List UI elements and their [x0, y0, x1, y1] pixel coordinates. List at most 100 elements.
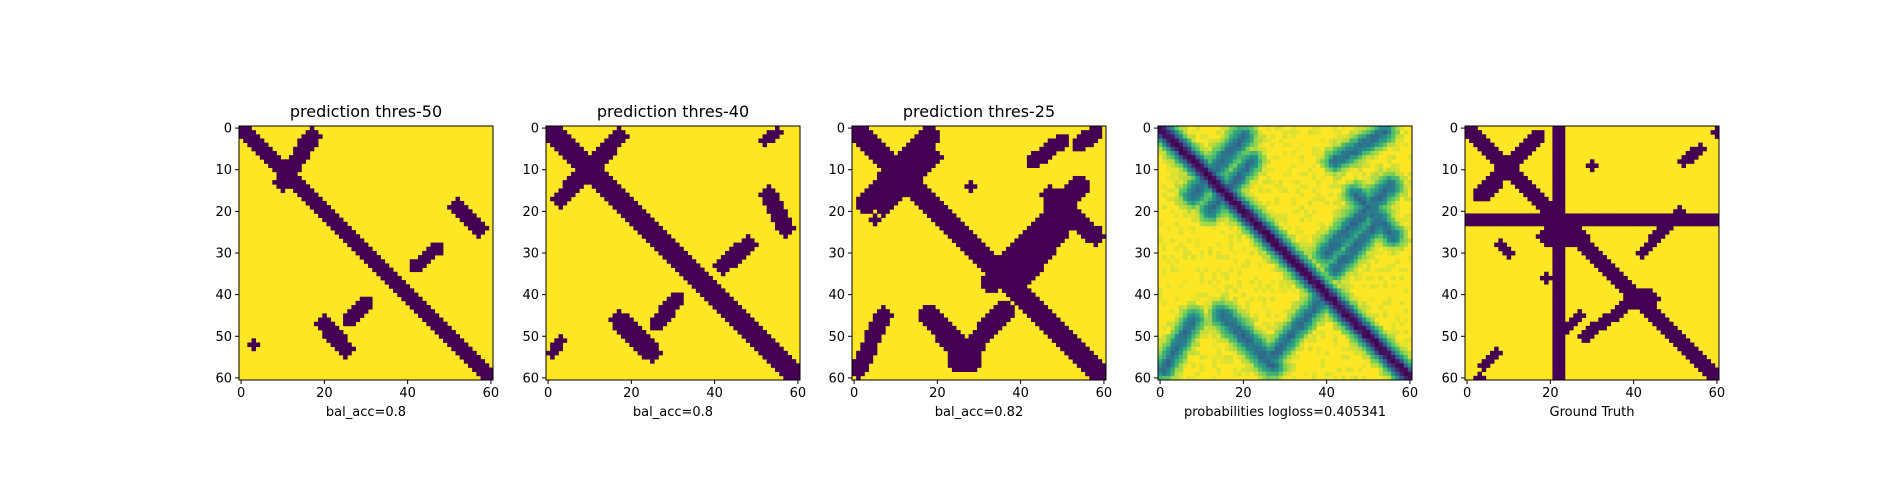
- heatmap-cell: [1072, 192, 1078, 198]
- heatmap-cell: [1212, 334, 1217, 339]
- heatmap-cell: [1357, 221, 1363, 227]
- heatmap-cell: [1357, 250, 1363, 256]
- heatmap-cell: [1068, 188, 1074, 193]
- heatmap-cell: [1291, 250, 1296, 256]
- heatmap-cell: [1081, 175, 1086, 181]
- heatmap-cell: [1266, 259, 1271, 264]
- heatmap-cell: [384, 275, 390, 281]
- heatmap-cell: [1245, 300, 1250, 306]
- heatmap-cell: [1328, 155, 1334, 160]
- heatmap-cell: [1047, 321, 1053, 327]
- heatmap-cell: [284, 167, 290, 173]
- heatmap-cell: [1324, 171, 1330, 177]
- heatmap-cell: [985, 259, 990, 264]
- heatmap-cell: [725, 313, 730, 318]
- heatmap-cell: [935, 138, 940, 143]
- heatmap-cell: [1035, 267, 1040, 273]
- heatmap-cell: [1278, 363, 1284, 368]
- heatmap-cell: [1320, 284, 1325, 289]
- heatmap-cell: [1395, 130, 1400, 135]
- heatmap-cell: [591, 159, 597, 164]
- heatmap-cell: [650, 338, 655, 343]
- heatmap-cell: [918, 188, 924, 193]
- heatmap-cell: [1270, 350, 1275, 356]
- heatmap-cell: [1357, 217, 1363, 223]
- heatmap-cell: [451, 330, 456, 335]
- heatmap-cell: [737, 325, 743, 331]
- heatmap-cell: [1220, 205, 1225, 210]
- heatmap-cell: [641, 330, 647, 335]
- heatmap-cell: [1187, 338, 1192, 343]
- heatmap-cell: [1245, 371, 1250, 377]
- heatmap-cell: [1395, 180, 1400, 185]
- heatmap-cell: [1357, 155, 1363, 160]
- heatmap-cell: [1253, 209, 1259, 214]
- heatmap-cell: [737, 313, 743, 318]
- heatmap-cell: [1399, 300, 1405, 306]
- heatmap-cell: [1362, 363, 1367, 368]
- heatmap-cell: [1552, 138, 1557, 143]
- heatmap-cell: [1295, 209, 1300, 214]
- heatmap-cell: [931, 325, 936, 331]
- heatmap-cell: [1174, 350, 1180, 356]
- heatmap-cell: [1341, 126, 1346, 131]
- heatmap-cell: [1391, 367, 1396, 373]
- heatmap-cell: [1332, 242, 1338, 248]
- heatmap-cell: [1395, 163, 1400, 168]
- heatmap-cell: [658, 309, 663, 314]
- heatmap-cell: [1287, 325, 1292, 331]
- heatmap-cell: [964, 367, 969, 373]
- heatmap-cell: [334, 330, 340, 335]
- heatmap-cell: [1262, 255, 1267, 260]
- heatmap-cell: [1166, 150, 1171, 156]
- heatmap-cell: [1178, 159, 1184, 164]
- heatmap-cell: [762, 330, 768, 335]
- heatmap-cell: [943, 346, 949, 352]
- heatmap-cell: [1249, 146, 1255, 152]
- heatmap-cell: [897, 180, 903, 185]
- heatmap-cell: [1362, 134, 1367, 139]
- heatmap-cell: [1278, 213, 1284, 218]
- heatmap-cell: [712, 292, 718, 298]
- heatmap-cell: [309, 205, 315, 210]
- heatmap-cell: [787, 367, 793, 373]
- heatmap-cell: [1399, 188, 1405, 193]
- heatmap-cell: [1187, 167, 1192, 173]
- heatmap-cell: [1089, 130, 1094, 135]
- heatmap-cell: [868, 205, 874, 210]
- heatmap-cell: [1047, 142, 1053, 148]
- heatmap-cell: [1097, 238, 1103, 243]
- heatmap-cell: [1031, 230, 1036, 235]
- heatmap-cell: [1316, 259, 1321, 264]
- heatmap-cell: [1357, 313, 1363, 318]
- heatmap-cell: [1237, 126, 1242, 131]
- heatmap-cell: [976, 330, 982, 335]
- heatmap-cell: [1170, 346, 1175, 352]
- heatmap-cell: [1345, 288, 1350, 293]
- heatmap-cell: [876, 155, 882, 160]
- heatmap-cell: [347, 342, 352, 348]
- heatmap-cell: [1274, 126, 1280, 131]
- heatmap-cell: [1085, 350, 1090, 356]
- heatmap-cell: [480, 367, 486, 373]
- heatmap-cell: [985, 330, 990, 335]
- heatmap-cell: [629, 200, 634, 206]
- heatmap-cell: [1469, 126, 1474, 131]
- heatmap-cell: [459, 213, 465, 218]
- heatmap-cell: [1328, 259, 1334, 264]
- heatmap-cell: [1022, 238, 1028, 243]
- heatmap-cell: [1203, 355, 1209, 360]
- heatmap-cell: [868, 325, 874, 331]
- heatmap-cell: [968, 342, 974, 348]
- heatmap-cell: [637, 342, 643, 348]
- heatmap-cell: [914, 192, 919, 198]
- heatmap-cell: [922, 188, 928, 193]
- heatmap-cell: [1403, 184, 1409, 189]
- heatmap-cell: [1089, 363, 1094, 368]
- heatmap-cell: [1220, 313, 1225, 318]
- heatmap-cell: [964, 350, 969, 356]
- heatmap-cell: [1056, 230, 1061, 235]
- heatmap-cell: [1162, 142, 1167, 148]
- heatmap-cell: [1026, 238, 1032, 243]
- heatmap-cell: [1241, 130, 1246, 135]
